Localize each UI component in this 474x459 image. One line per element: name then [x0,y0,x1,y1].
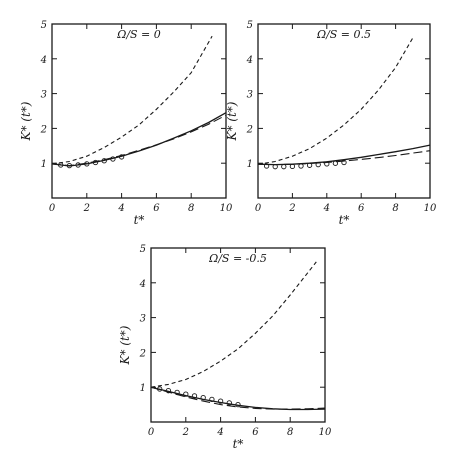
plot-frame [150,247,326,423]
data-point [75,162,81,168]
data-point [92,159,99,166]
plot-frame [51,23,227,199]
x-tick-label: 2 [288,203,295,214]
x-tick-label: 0 [49,203,56,214]
panel-title: Ω/S = -0.5 [208,252,267,265]
x-axis-label: t* [134,213,145,227]
y-tick-label: 1 [41,159,47,170]
data-point [298,163,304,169]
data-point [165,388,172,394]
plot-frame [257,23,431,199]
data-point [209,396,215,403]
series-line-solid [51,112,227,167]
data-point [110,156,116,162]
y-tick-label: 3 [247,90,253,101]
x-tick-label: 2 [83,203,90,214]
data-point [272,164,278,170]
x-tick-label: 10 [319,427,332,438]
y-tick-label: 1 [247,159,253,170]
x-tick-label: 8 [188,203,194,214]
series-line-short-dash [257,37,414,165]
x-tick-label: 6 [358,203,365,214]
data-point [174,389,180,396]
x-tick-label: 8 [287,427,293,438]
x-tick-label: 4 [216,427,223,438]
data-point [281,164,287,170]
y-tick-label: 2 [246,124,253,135]
x-tick-label: 8 [392,203,398,214]
x-tick-label: 0 [148,427,155,438]
data-point [332,160,339,166]
y-axis-label: K* (t*) [225,101,239,141]
data-point [58,162,64,168]
y-tick-label: 4 [246,55,253,66]
y-tick-label: 2 [139,348,146,359]
series-line-short-dash [51,35,213,165]
data-point [217,398,224,404]
y-axis-label: K* (t*) [19,101,33,141]
x-axis-label: t* [339,213,350,227]
series-line-long-dash [257,150,431,166]
data-point [191,393,198,399]
x-tick-label: 6 [153,203,160,214]
data-point [315,161,321,168]
data-point [118,154,125,160]
y-tick-label: 3 [41,90,47,101]
x-tick-label: 0 [255,203,262,214]
data-point [306,162,313,168]
x-tick-label: 4 [117,203,124,214]
y-tick-label: 5 [41,20,47,31]
y-tick-label: 1 [140,383,146,394]
y-tick-label: 4 [139,279,146,290]
y-axis-label: K* (t*) [118,325,132,365]
data-point [183,391,189,397]
x-tick-label: 2 [182,427,189,438]
x-tick-label: 10 [220,203,233,214]
data-point [84,161,90,167]
y-tick-label: 5 [247,20,253,31]
series-line-long-dash [51,114,227,167]
y-tick-label: 3 [140,314,146,325]
data-point [101,158,107,164]
data-point [157,386,163,392]
data-point [341,159,347,166]
data-point [200,394,206,401]
series-line-long-dash [150,386,326,410]
y-tick-label: 4 [40,55,47,66]
data-point [226,400,232,406]
series-line-short-dash [150,261,317,388]
x-tick-label: 6 [252,427,259,438]
panel-title: Ω/S = 0 [116,28,161,41]
panel-title: Ω/S = 0.5 [316,28,371,41]
data-point [263,163,270,169]
x-tick-label: 10 [424,203,437,214]
y-tick-label: 5 [140,244,146,255]
data-point [324,161,330,167]
data-point [289,163,296,169]
data-point [66,162,73,169]
y-tick-label: 2 [40,124,47,135]
data-point [235,401,241,408]
x-tick-label: 4 [323,203,330,214]
x-axis-label: t* [233,437,244,451]
